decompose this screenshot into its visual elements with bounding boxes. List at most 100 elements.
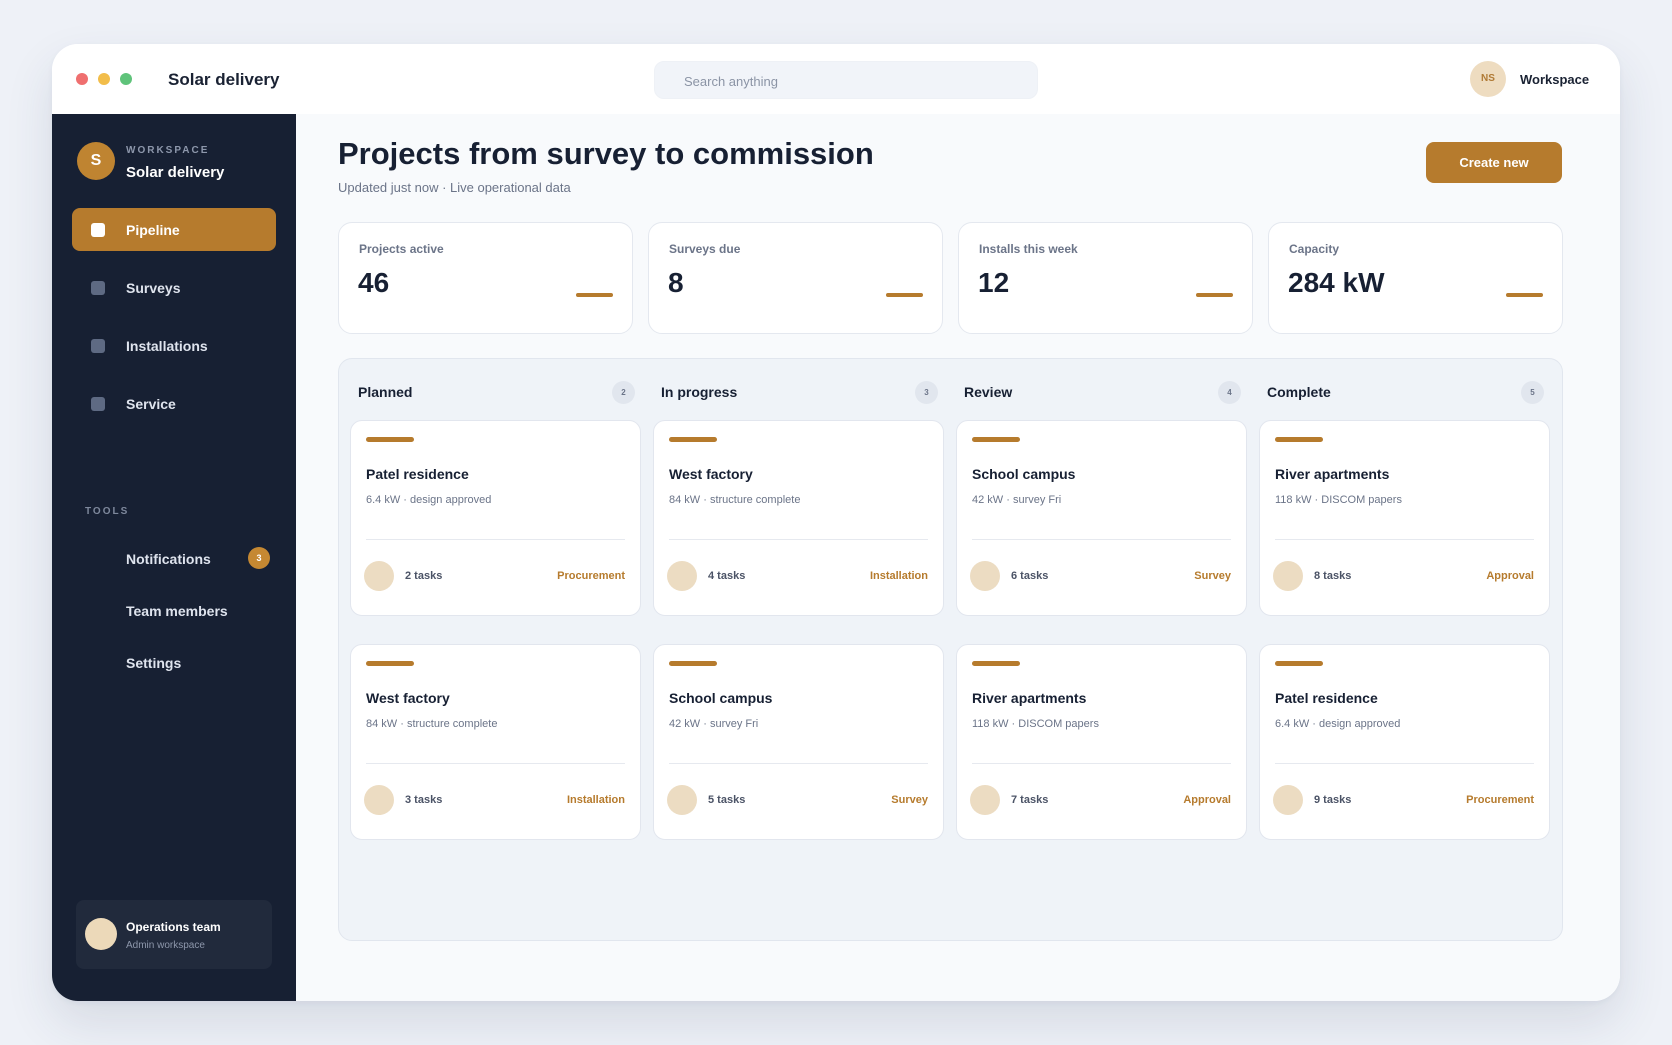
card-stage-tag: Installation [566, 794, 625, 806]
project-card[interactable]: River apartments 118 kW · DISCOM papers … [1259, 420, 1550, 616]
card-divider [1275, 763, 1534, 764]
card-meta: 6.4 kW · design approved [366, 494, 492, 506]
card-title: Patel residence [366, 466, 469, 482]
card-divider [972, 539, 1231, 540]
project-card[interactable]: River apartments 118 kW · DISCOM papers … [956, 644, 1247, 840]
stat-value: 8 [668, 267, 684, 298]
installations-icon [91, 339, 105, 353]
card-divider [669, 539, 928, 540]
project-card[interactable]: School campus 42 kW · survey Fri 6 tasks… [956, 420, 1247, 616]
card-meta: 84 kW · structure complete [669, 494, 801, 506]
card-title: West factory [366, 690, 450, 706]
sidebar-item-label: Pipeline [126, 222, 180, 238]
card-title: Patel residence [1275, 690, 1378, 706]
project-card[interactable]: West factory 84 kW · structure complete … [653, 420, 944, 616]
workspace-name: Solar delivery [126, 164, 225, 181]
card-title: School campus [972, 466, 1076, 482]
sidebar-item-team-members[interactable]: Team members [126, 603, 228, 619]
card-accent-bar [972, 437, 1020, 442]
sidebar-item-settings[interactable]: Settings [126, 655, 182, 671]
sidebar-item-installations[interactable]: Installations [72, 324, 276, 367]
stat-card-surveys-due: Surveys due 8 [648, 222, 943, 334]
team-switcher[interactable]: Operations team Admin workspace [76, 900, 272, 969]
team-subtitle: Admin workspace [126, 940, 205, 951]
card-title: West factory [669, 466, 753, 482]
card-title: River apartments [972, 690, 1087, 706]
card-divider [669, 763, 928, 764]
card-task-count: 4 tasks [708, 570, 746, 582]
stat-value: 12 [978, 267, 1010, 298]
stat-label: Capacity [1289, 242, 1340, 256]
card-meta: 6.4 kW · design approved [1275, 718, 1401, 730]
sidebar-item-surveys[interactable]: Surveys [72, 266, 276, 309]
card-title: River apartments [1275, 466, 1390, 482]
tools-section-label: TOOLS [85, 506, 130, 517]
app-window: Solar delivery Search anything NS Worksp… [52, 44, 1620, 1001]
stat-value: 46 [358, 267, 390, 298]
stat-accent-bar [886, 293, 923, 297]
stat-accent-bar [1196, 293, 1233, 297]
workspace-avatar: S [77, 142, 115, 180]
card-divider [366, 539, 625, 540]
card-title: School campus [669, 690, 773, 706]
close-window-button[interactable] [76, 73, 88, 85]
card-stage-tag: Survey [1194, 570, 1231, 582]
app-title: Solar delivery [168, 70, 280, 89]
assignee-avatar [364, 561, 394, 591]
card-stage-tag: Approval [1183, 794, 1231, 806]
card-accent-bar [669, 661, 717, 666]
assignee-avatar [667, 785, 697, 815]
workspace-link[interactable]: Workspace [1520, 72, 1590, 87]
search-input[interactable]: Search anything [654, 61, 1038, 99]
column-title-in-progress: In progress [661, 384, 738, 400]
user-avatar[interactable]: NS [1470, 61, 1506, 97]
card-accent-bar [1275, 661, 1323, 666]
stat-card-projects-active: Projects active 46 [338, 222, 633, 334]
card-stage-tag: Procurement [557, 570, 625, 582]
card-accent-bar [1275, 437, 1323, 442]
stat-accent-bar [1506, 293, 1543, 297]
assignee-avatar [1273, 785, 1303, 815]
card-task-count: 6 tasks [1011, 570, 1049, 582]
column-title-complete: Complete [1267, 384, 1331, 400]
column-count-badge: 5 [1521, 381, 1544, 404]
column-count-badge: 2 [612, 381, 635, 404]
service-icon [91, 397, 105, 411]
card-accent-bar [669, 437, 717, 442]
stat-label: Installs this week [979, 242, 1078, 256]
project-card[interactable]: Patel residence 6.4 kW · design approved… [1259, 644, 1550, 840]
sidebar-item-pipeline[interactable]: Pipeline [72, 208, 276, 251]
card-meta: 42 kW · survey Fri [972, 494, 1062, 506]
stat-label: Projects active [359, 242, 444, 256]
card-task-count: 8 tasks [1314, 570, 1352, 582]
minimize-window-button[interactable] [98, 73, 110, 85]
card-stage-tag: Installation [869, 570, 928, 582]
sidebar-item-notifications[interactable]: Notifications [126, 551, 211, 567]
assignee-avatar [667, 561, 697, 591]
card-task-count: 5 tasks [708, 794, 746, 806]
maximize-window-button[interactable] [120, 73, 132, 85]
card-task-count: 9 tasks [1314, 794, 1352, 806]
card-stage-tag: Survey [891, 794, 928, 806]
card-meta: 84 kW · structure complete [366, 718, 498, 730]
column-count-badge: 4 [1218, 381, 1241, 404]
project-card[interactable]: Patel residence 6.4 kW · design approved… [350, 420, 641, 616]
kanban-board: Planned 2 Patel residence 6.4 kW · desig… [338, 358, 1563, 941]
project-card[interactable]: School campus 42 kW · survey Fri 5 tasks… [653, 644, 944, 840]
page-subtitle: Updated just now · Live operational data [338, 180, 571, 195]
assignee-avatar [970, 561, 1000, 591]
assignee-avatar [970, 785, 1000, 815]
page-title: Projects from survey to commission [338, 136, 874, 171]
stat-label: Surveys due [669, 242, 741, 256]
create-new-button[interactable]: Create new [1426, 142, 1562, 183]
card-task-count: 2 tasks [405, 570, 443, 582]
card-meta: 42 kW · survey Fri [669, 718, 759, 730]
stat-card-capacity: Capacity 284 kW [1268, 222, 1563, 334]
sidebar-item-label: Installations [126, 338, 208, 354]
card-accent-bar [366, 437, 414, 442]
card-accent-bar [972, 661, 1020, 666]
sidebar-item-service[interactable]: Service [72, 382, 276, 425]
card-meta: 118 kW · DISCOM papers [972, 718, 1099, 730]
team-avatar [85, 918, 117, 950]
project-card[interactable]: West factory 84 kW · structure complete … [350, 644, 641, 840]
